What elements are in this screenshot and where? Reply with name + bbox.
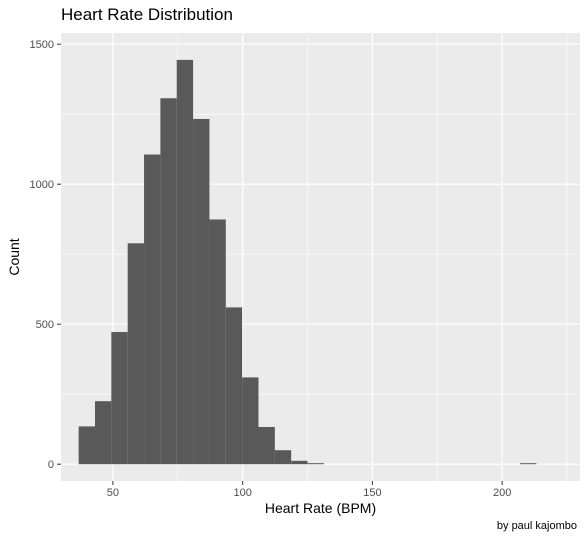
y-tick-label: 500 [36, 319, 54, 331]
histogram-bar [176, 59, 194, 465]
histogram-bars [78, 59, 537, 465]
y-axis-title: Count [6, 238, 22, 275]
y-tick-label: 0 [48, 459, 54, 471]
x-tick-label: 100 [233, 487, 251, 499]
histogram-bar [274, 450, 292, 465]
x-axis-title: Heart Rate (BPM) [265, 500, 376, 516]
histogram-bar [225, 307, 243, 465]
x-tick-label: 150 [363, 487, 381, 499]
y-axis: 0 500 1000 1500 [30, 39, 61, 471]
histogram-bar [307, 463, 324, 465]
histogram-bar [78, 426, 95, 465]
histogram-bar [127, 243, 145, 465]
chart-title: Heart Rate Distribution [61, 5, 233, 24]
histogram-bar [209, 219, 226, 465]
histogram-bar [520, 463, 537, 465]
histogram-bar [258, 426, 275, 465]
histogram-bar [144, 154, 161, 465]
x-axis: 50 100 150 200 [107, 481, 511, 499]
histogram-bar [193, 118, 210, 465]
histogram-bar [94, 401, 112, 465]
y-tick-label: 1500 [30, 39, 54, 51]
histogram-bar [242, 377, 259, 465]
histogram-bar [160, 98, 177, 465]
histogram-bar [291, 460, 308, 465]
histogram-bar [111, 332, 128, 465]
x-tick-label: 200 [493, 487, 511, 499]
y-tick-label: 1000 [30, 179, 54, 191]
x-tick-label: 50 [107, 487, 119, 499]
chart-caption: by paul kajombo [496, 520, 577, 532]
